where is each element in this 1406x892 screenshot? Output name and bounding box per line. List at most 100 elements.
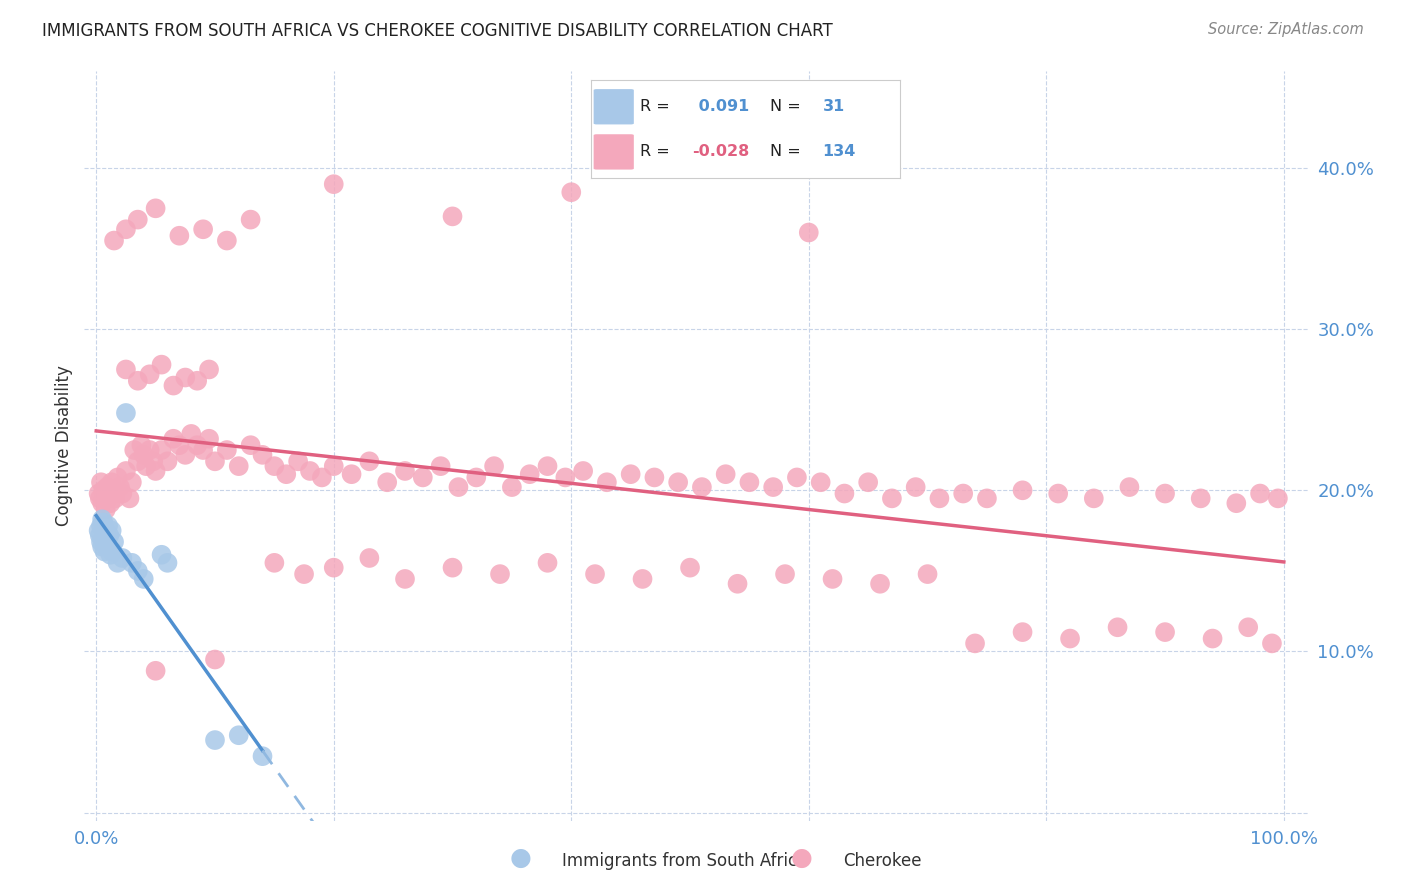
Point <box>340 467 363 482</box>
Point <box>1047 486 1070 500</box>
Point <box>93 483 115 498</box>
Point <box>1261 636 1284 650</box>
Point <box>104 491 127 506</box>
Point <box>631 572 654 586</box>
Text: ●: ● <box>790 846 813 870</box>
Point <box>107 470 129 484</box>
Text: 134: 134 <box>823 145 856 160</box>
Point <box>191 222 214 236</box>
Point <box>1267 491 1289 506</box>
Point <box>96 528 118 542</box>
Point <box>1107 620 1129 634</box>
Point <box>100 548 122 562</box>
Point <box>142 454 165 468</box>
Point <box>100 475 122 490</box>
Point <box>94 502 117 516</box>
Point <box>180 426 202 441</box>
Point <box>786 470 808 484</box>
FancyBboxPatch shape <box>593 89 634 124</box>
Point <box>93 532 115 546</box>
Point <box>127 454 149 468</box>
Point <box>90 475 112 490</box>
Point <box>127 374 149 388</box>
Point <box>115 362 138 376</box>
Point <box>856 475 879 490</box>
Point <box>89 528 111 542</box>
Text: ●: ● <box>509 846 531 870</box>
Point <box>150 443 173 458</box>
Point <box>252 448 274 462</box>
Point <box>263 459 285 474</box>
Point <box>375 475 398 490</box>
Point <box>204 652 226 666</box>
Point <box>834 486 856 500</box>
Point <box>394 464 416 478</box>
Point <box>620 467 643 482</box>
Point <box>186 438 208 452</box>
Point <box>115 464 138 478</box>
Point <box>447 480 470 494</box>
Text: Immigrants from South Africa: Immigrants from South Africa <box>562 852 807 870</box>
Point <box>572 464 595 478</box>
Point <box>239 438 262 452</box>
Point <box>583 567 606 582</box>
Point <box>1237 620 1260 634</box>
Point <box>94 524 117 538</box>
Point <box>1154 625 1177 640</box>
Point <box>186 374 208 388</box>
Point <box>880 491 903 506</box>
Point <box>93 544 115 558</box>
Point <box>87 486 110 500</box>
Point <box>145 464 167 478</box>
Point <box>96 540 118 554</box>
Text: 31: 31 <box>823 99 845 114</box>
Point <box>292 567 315 582</box>
Point <box>762 480 785 494</box>
Point <box>101 544 124 558</box>
Point <box>1225 496 1247 510</box>
Point <box>252 749 274 764</box>
Point <box>441 560 464 574</box>
Point <box>93 516 115 530</box>
Point <box>131 438 153 452</box>
Point <box>690 480 713 494</box>
Point <box>121 556 143 570</box>
Point <box>560 185 582 199</box>
Point <box>1201 632 1223 646</box>
Point <box>311 470 333 484</box>
Point <box>554 470 576 484</box>
Point <box>122 443 145 458</box>
Point <box>97 491 120 506</box>
Text: 0.091: 0.091 <box>693 99 749 114</box>
Point <box>322 560 344 574</box>
Point <box>150 358 173 372</box>
Point <box>91 496 114 510</box>
Point <box>204 733 226 747</box>
Point <box>489 567 512 582</box>
Point <box>94 534 117 549</box>
Point <box>118 491 141 506</box>
Point <box>100 524 122 538</box>
Point <box>127 212 149 227</box>
Point <box>90 534 112 549</box>
Point <box>239 212 262 227</box>
Point <box>162 432 184 446</box>
Point <box>115 406 138 420</box>
Text: N =: N = <box>770 99 800 114</box>
Text: IMMIGRANTS FROM SOUTH AFRICA VS CHEROKEE COGNITIVE DISABILITY CORRELATION CHART: IMMIGRANTS FROM SOUTH AFRICA VS CHEROKEE… <box>42 22 832 40</box>
Point <box>1249 486 1271 500</box>
Point <box>714 467 737 482</box>
Point <box>773 567 796 582</box>
Point <box>298 464 321 478</box>
Point <box>441 210 464 224</box>
Point <box>482 459 505 474</box>
Point <box>198 432 221 446</box>
Point <box>904 480 927 494</box>
Text: R =: R = <box>640 99 669 114</box>
Point <box>1083 491 1105 506</box>
Point <box>174 448 197 462</box>
Point <box>797 226 820 240</box>
Y-axis label: Cognitive Disability: Cognitive Disability <box>55 366 73 526</box>
Point <box>821 572 844 586</box>
Point <box>917 567 939 582</box>
